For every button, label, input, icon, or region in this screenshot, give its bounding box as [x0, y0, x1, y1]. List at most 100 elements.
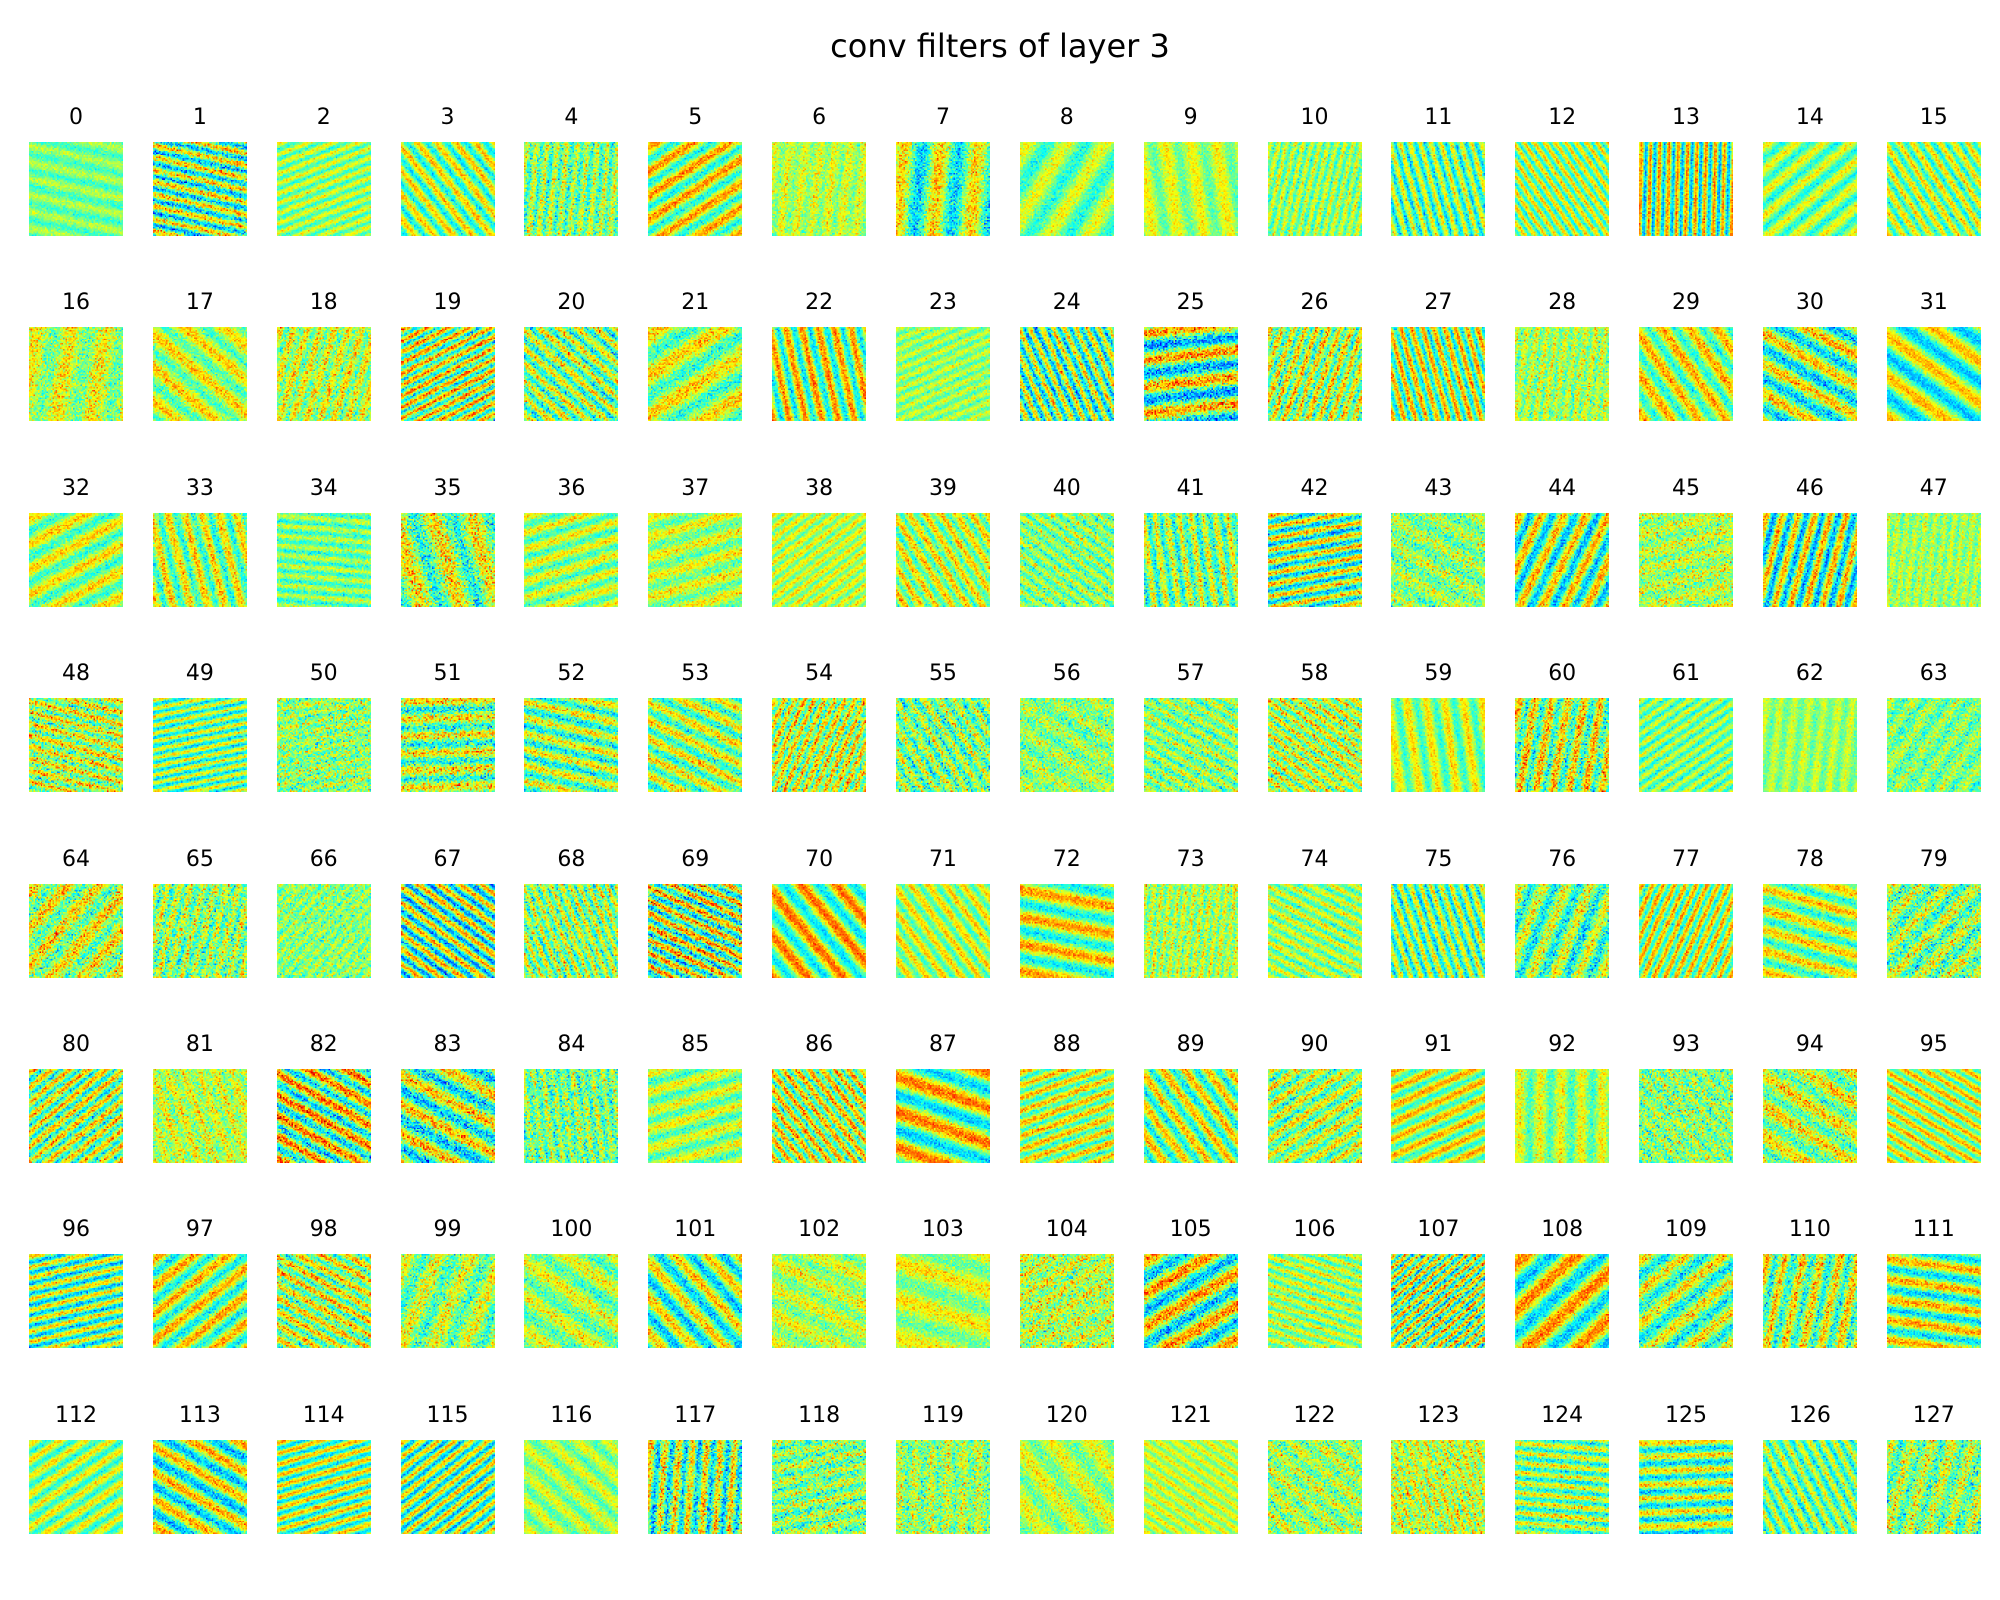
filter-image [524, 698, 619, 793]
filter-label: 63 [1919, 661, 1948, 687]
filter-label: 99 [433, 1217, 462, 1243]
filter-cell: 118 [757, 1402, 881, 1562]
filter-image [895, 698, 990, 793]
filter-image [524, 142, 619, 236]
filter-image [1639, 883, 1734, 978]
filter-image [276, 1254, 371, 1349]
filter-label: 66 [309, 846, 338, 872]
filter-image [152, 142, 247, 236]
filter-cell: 126 [1748, 1402, 1872, 1562]
filter-image [524, 1254, 619, 1349]
filter-cell: 53 [633, 660, 757, 820]
filter-image [1886, 1439, 1981, 1534]
filter-cell: 15 [1872, 104, 1996, 264]
filter-image [648, 698, 743, 793]
filter-image [29, 1069, 123, 1163]
filter-image [400, 1254, 495, 1349]
filter-cell: 18 [262, 289, 386, 449]
filter-cell: 64 [14, 846, 138, 1006]
filter-image [524, 1069, 619, 1163]
filter-label: 112 [55, 1402, 97, 1428]
filter-image [1267, 883, 1362, 978]
filter-image [29, 512, 123, 607]
filter-cell: 57 [1129, 660, 1253, 820]
filter-cell: 106 [1253, 1216, 1377, 1376]
filter-label: 54 [805, 661, 834, 687]
filter-label: 61 [1672, 661, 1701, 687]
filter-image [648, 327, 743, 422]
filter-cell: 85 [633, 1031, 757, 1191]
filter-label: 36 [557, 475, 586, 501]
filter-image [1019, 1254, 1114, 1349]
filter-cell: 79 [1872, 846, 1996, 1006]
filter-cell: 114 [262, 1402, 386, 1562]
filter-image [1639, 1069, 1734, 1163]
filter-image [1762, 327, 1857, 422]
filter-cell: 37 [633, 475, 757, 635]
filter-image [29, 1254, 123, 1349]
filter-label: 56 [1052, 661, 1081, 687]
filter-label: 121 [1169, 1402, 1212, 1428]
filter-label: 29 [1672, 290, 1701, 316]
filter-image [400, 1439, 495, 1534]
filter-cell: 11 [1376, 104, 1500, 264]
filter-label: 3 [440, 105, 455, 130]
filter-image [276, 1069, 371, 1163]
filter-label: 72 [1052, 846, 1081, 872]
filter-cell: 24 [1005, 289, 1129, 449]
filter-cell: 90 [1253, 1031, 1377, 1191]
filter-label: 2 [316, 105, 331, 130]
filter-image [1019, 698, 1114, 793]
filter-cell: 7 [881, 104, 1005, 264]
filter-cell: 28 [1500, 289, 1624, 449]
filter-image [400, 327, 495, 422]
filter-cell: 29 [1624, 289, 1748, 449]
filter-cell: 70 [757, 846, 881, 1006]
filter-cell: 51 [386, 660, 510, 820]
filter-label: 7 [935, 105, 950, 130]
filter-label: 22 [805, 290, 834, 316]
filter-label: 14 [1795, 105, 1824, 130]
filter-label: 58 [1300, 661, 1329, 687]
filter-label: 62 [1795, 661, 1824, 687]
filter-cell: 17 [138, 289, 262, 449]
filter-label: 96 [62, 1217, 90, 1243]
filter-cell: 27 [1376, 289, 1500, 449]
filter-label: 90 [1300, 1032, 1329, 1057]
filter-cell: 105 [1129, 1216, 1253, 1376]
filter-label: 23 [928, 290, 957, 316]
filter-image [400, 142, 495, 236]
filter-image [400, 512, 495, 607]
filter-cell: 39 [881, 475, 1005, 635]
filter-image [29, 698, 123, 793]
filter-image [524, 1439, 619, 1534]
filter-label: 45 [1672, 475, 1701, 501]
filter-label: 92 [1548, 1032, 1577, 1057]
filter-label: 119 [921, 1402, 964, 1428]
filter-label: 75 [1424, 846, 1453, 872]
filter-cell: 60 [1500, 660, 1624, 820]
filter-label: 40 [1052, 475, 1081, 501]
filter-cell: 72 [1005, 846, 1129, 1006]
filter-label: 15 [1919, 105, 1948, 130]
filter-cell: 50 [262, 660, 386, 820]
filter-cell: 101 [633, 1216, 757, 1376]
filter-cell: 3 [386, 104, 510, 264]
filter-label: 105 [1169, 1217, 1212, 1243]
filter-image [29, 1439, 123, 1534]
filter-image [1391, 327, 1486, 422]
filter-label: 0 [69, 105, 83, 130]
filter-image [1515, 1254, 1610, 1349]
filter-label: 82 [309, 1032, 338, 1057]
filter-label: 107 [1417, 1217, 1460, 1243]
filter-cell: 10 [1253, 104, 1377, 264]
filter-image [648, 1439, 743, 1534]
filter-cell: 9 [1129, 104, 1253, 264]
filter-image [1143, 512, 1238, 607]
filter-cell: 20 [509, 289, 633, 449]
filter-image [895, 1069, 990, 1163]
filter-cell: 49 [138, 660, 262, 820]
filter-label: 71 [928, 846, 957, 872]
filter-image [1762, 1254, 1857, 1349]
filter-label: 20 [557, 290, 586, 316]
